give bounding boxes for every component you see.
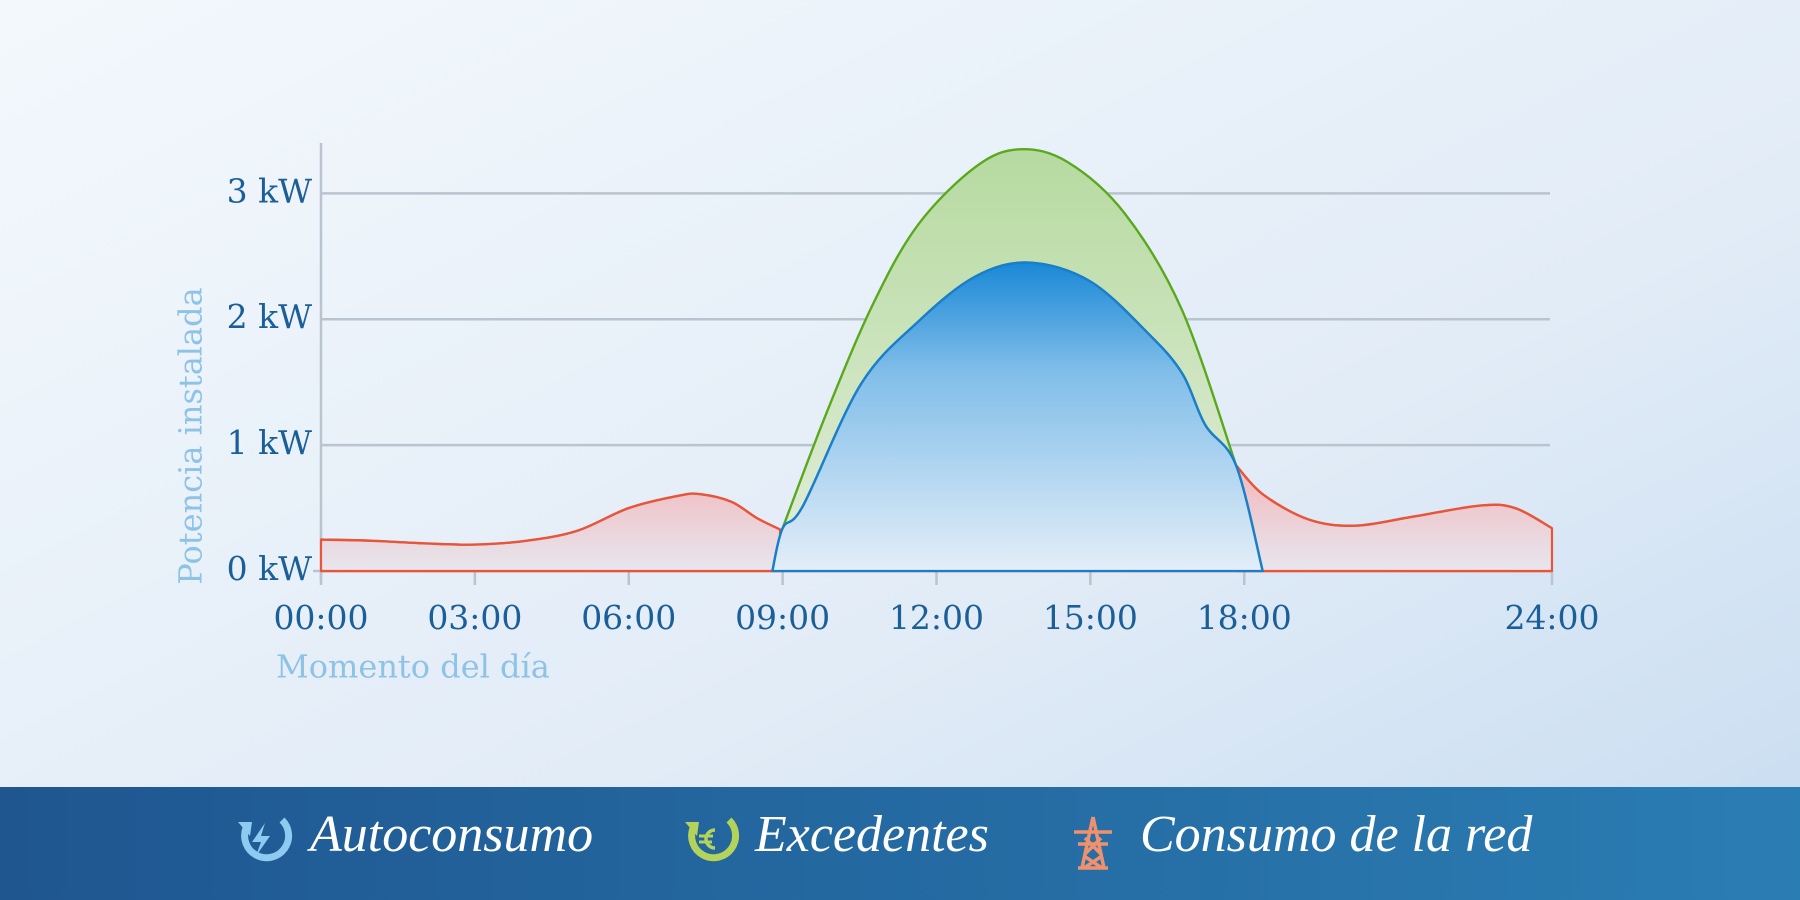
series-line <box>320 464 1553 546</box>
icon-consumo-red <box>1074 816 1112 870</box>
x-tick-label: 03:00 <box>427 598 522 637</box>
icon-excedentes <box>685 817 740 862</box>
legend-bar <box>0 787 1800 900</box>
x-tick-label: 12:00 <box>889 598 984 637</box>
series-line <box>781 147 1238 529</box>
x-tick-label: 15:00 <box>1043 598 1138 637</box>
x-tick-label: 09:00 <box>735 598 830 637</box>
series-line <box>771 261 1264 572</box>
legend-label: Consumo de la red <box>1140 806 1533 863</box>
y-tick-label: 2 kW <box>227 297 312 336</box>
y-tick-label: 3 kW <box>227 171 312 210</box>
x-tick-label: 18:00 <box>1197 598 1292 637</box>
plot: 0 kW 1 kW 2 kW 3 kW 00:00 03:00 06:00 09:00 12:0… <box>227 143 1600 637</box>
x-tick-label: 00:00 <box>273 598 368 637</box>
x-tick-label: 24:00 <box>1504 598 1599 637</box>
y-tick-label: 0 kW <box>227 549 312 588</box>
legend-label: Autoconsumo <box>307 806 593 863</box>
x-tick-label: 06:00 <box>581 598 676 637</box>
icon-autoconsumo <box>238 817 293 862</box>
y-axis-title: Potencia instalada <box>172 287 210 584</box>
legend-label: Excedentes <box>754 806 989 863</box>
x-axis-title: Momento del día <box>276 648 550 686</box>
y-tick-label: 1 kW <box>227 423 312 462</box>
